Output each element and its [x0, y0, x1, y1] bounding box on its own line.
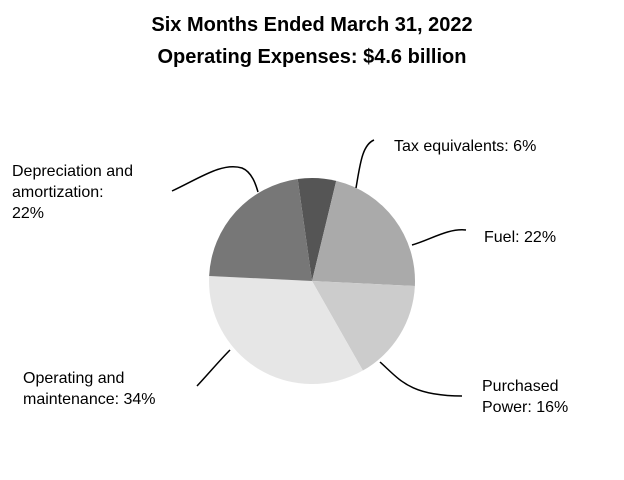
chart-title-line-1: Six Months Ended March 31, 2022 [151, 14, 473, 36]
slice-label-power-line: Purchased [482, 378, 559, 395]
pie-slice-dep [209, 179, 312, 281]
pie-slice-power [312, 281, 415, 371]
slice-label-dep-line: Depreciation and [12, 163, 133, 180]
pie-slice-om [208, 275, 363, 385]
leader-line-tax [355, 139, 375, 189]
slice-label-fuel-line: Fuel: 22% [484, 229, 557, 246]
slice-label-om-line: maintenance: 34% [23, 391, 156, 408]
chart-title-line-2: Operating Expenses: $4.6 billion [157, 46, 467, 68]
slice-label-om: Operating and maintenance: 34% [23, 368, 156, 410]
slice-label-om-line: Operating and [23, 370, 125, 387]
leader-line-dep [171, 166, 259, 193]
slice-label-fuel: Fuel: 22% [484, 227, 556, 248]
slice-label-power: Purchased Power: 16% [482, 376, 568, 418]
slice-label-tax-line: Tax equivalents: 6% [394, 138, 537, 155]
pie-slice-fuel [312, 180, 416, 287]
pie-slices [208, 177, 416, 385]
leader-line-fuel [411, 229, 467, 246]
slice-label-power-line: Power: 16% [482, 399, 569, 416]
leader-lines [171, 139, 467, 397]
pie-slice-tax [297, 177, 337, 281]
slice-label-tax: Tax equivalents: 6% [394, 136, 536, 157]
leader-line-power [379, 361, 463, 397]
slice-label-dep-line: amortization: [12, 184, 104, 201]
slice-label-dep-line: 22% [12, 205, 45, 222]
leader-line-om [196, 349, 231, 387]
slice-label-dep: Depreciation and amortization: 22% [12, 161, 133, 224]
